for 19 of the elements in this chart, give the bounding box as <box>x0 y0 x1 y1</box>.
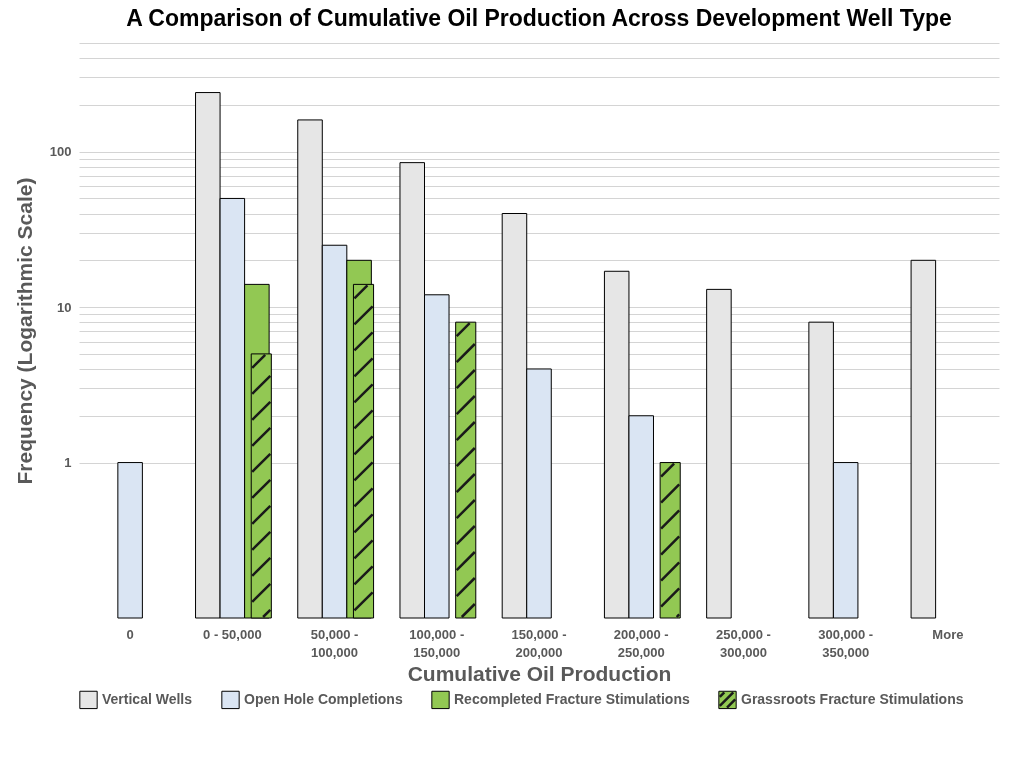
x-tick-label: 50,000 - 100,000 <box>310 626 359 660</box>
y-tick-label: 100 <box>49 144 72 160</box>
legend-label: Recompleted Fracture Stimulations <box>454 690 690 707</box>
x-tick-label: 0 <box>126 626 134 642</box>
y-axis-title: Frequency (Logarithmic Scale) <box>12 177 36 485</box>
chart-title: A Comparison of Cumulative Oil Production Across Development Well Type <box>126 5 952 31</box>
x-axis-title: Cumulative Oil Production <box>407 661 672 685</box>
x-tick-label: 0 - 50,000 <box>203 626 262 642</box>
x-tick-label: 250,000 - 300,000 <box>715 626 771 660</box>
legend-label: Grassroots Fracture Stimulations <box>741 690 964 707</box>
y-tick-label: 1 <box>64 455 72 471</box>
legend-label: Vertical Wells <box>102 690 193 707</box>
legend-label: Open Hole Completions <box>244 690 403 707</box>
x-tick-label: 150,000 - 200,000 <box>511 626 567 660</box>
y-tick-label: 10 <box>57 299 72 315</box>
x-tick-label: 300,000 - 350,000 <box>818 626 874 660</box>
x-tick-label: More <box>932 626 964 642</box>
x-tick-label: 200,000 - 250,000 <box>613 626 669 660</box>
x-tick-label: 100,000 - 150,000 <box>409 626 465 660</box>
